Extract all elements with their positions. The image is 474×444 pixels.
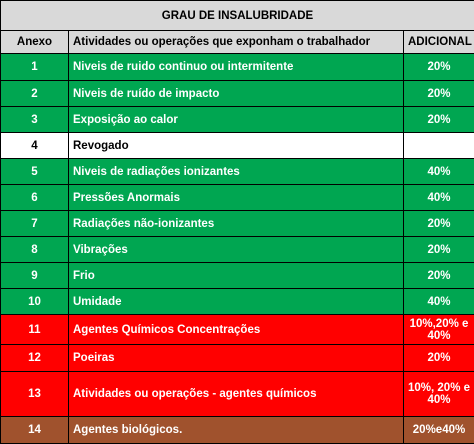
anexo-cell: 6 [1,185,69,211]
activity-cell: Niveis de radiações ionizantes [69,159,404,185]
activity-cell: Revogado [69,133,404,159]
anexo-cell: 5 [1,159,69,185]
anexo-cell: 14 [1,417,69,444]
adicional-cell: 40% [404,185,474,211]
anexo-cell: 1 [1,54,69,81]
anexo-cell: 10 [1,289,69,315]
adicional-cell: 20% [404,263,474,289]
activity-cell: Poeiras [69,345,404,372]
column-header: Anexo [1,31,69,54]
adicional-cell: 20%e40% [404,417,474,444]
activity-cell: Frio [69,263,404,289]
adicional-cell [404,133,474,159]
activity-cell: Umidade [69,289,404,315]
table-title: GRAU DE INSALUBRIDADE [1,1,474,31]
anexo-cell: 3 [1,107,69,133]
column-header: Atividades ou operações que exponham o t… [69,31,404,54]
activity-cell: Exposição ao calor [69,107,404,133]
anexo-cell: 4 [1,133,69,159]
adicional-cell: 20% [404,54,474,81]
activity-cell: Agentes Químicos Concentrações [69,315,404,345]
column-header: ADICIONAL [404,31,474,54]
anexo-cell: 13 [1,372,69,417]
adicional-cell: 40% [404,289,474,315]
activity-cell: Radiações não-ionizantes [69,211,404,237]
anexo-cell: 8 [1,237,69,263]
activity-cell: Agentes biológicos. [69,417,404,444]
adicional-cell: 20% [404,237,474,263]
adicional-cell: 10%,20% e 40% [404,315,474,345]
title-row: GRAU DE INSALUBRIDADE [1,1,474,31]
activity-cell: Vibrações [69,237,404,263]
adicional-cell: 10%, 20% e 40% [404,372,474,417]
adicional-cell: 20% [404,345,474,372]
anexo-cell: 11 [1,315,69,345]
anexo-cell: 2 [1,81,69,107]
activity-cell: Atividades ou operações - agentes químic… [69,372,404,417]
anexo-cell: 7 [1,211,69,237]
activity-cell: Niveis de ruido continuo ou intermitente [69,54,404,81]
adicional-cell: 40% [404,159,474,185]
anexo-cell: 12 [1,345,69,372]
anexo-cell: 9 [1,263,69,289]
adicional-cell: 20% [404,81,474,107]
adicional-cell: 20% [404,211,474,237]
adicional-cell: 20% [404,107,474,133]
activity-cell: Pressões Anormais [69,185,404,211]
activity-cell: Niveis de ruído de impacto [69,81,404,107]
column-header-row: Anexo Atividades ou operações que exponh… [1,31,474,54]
